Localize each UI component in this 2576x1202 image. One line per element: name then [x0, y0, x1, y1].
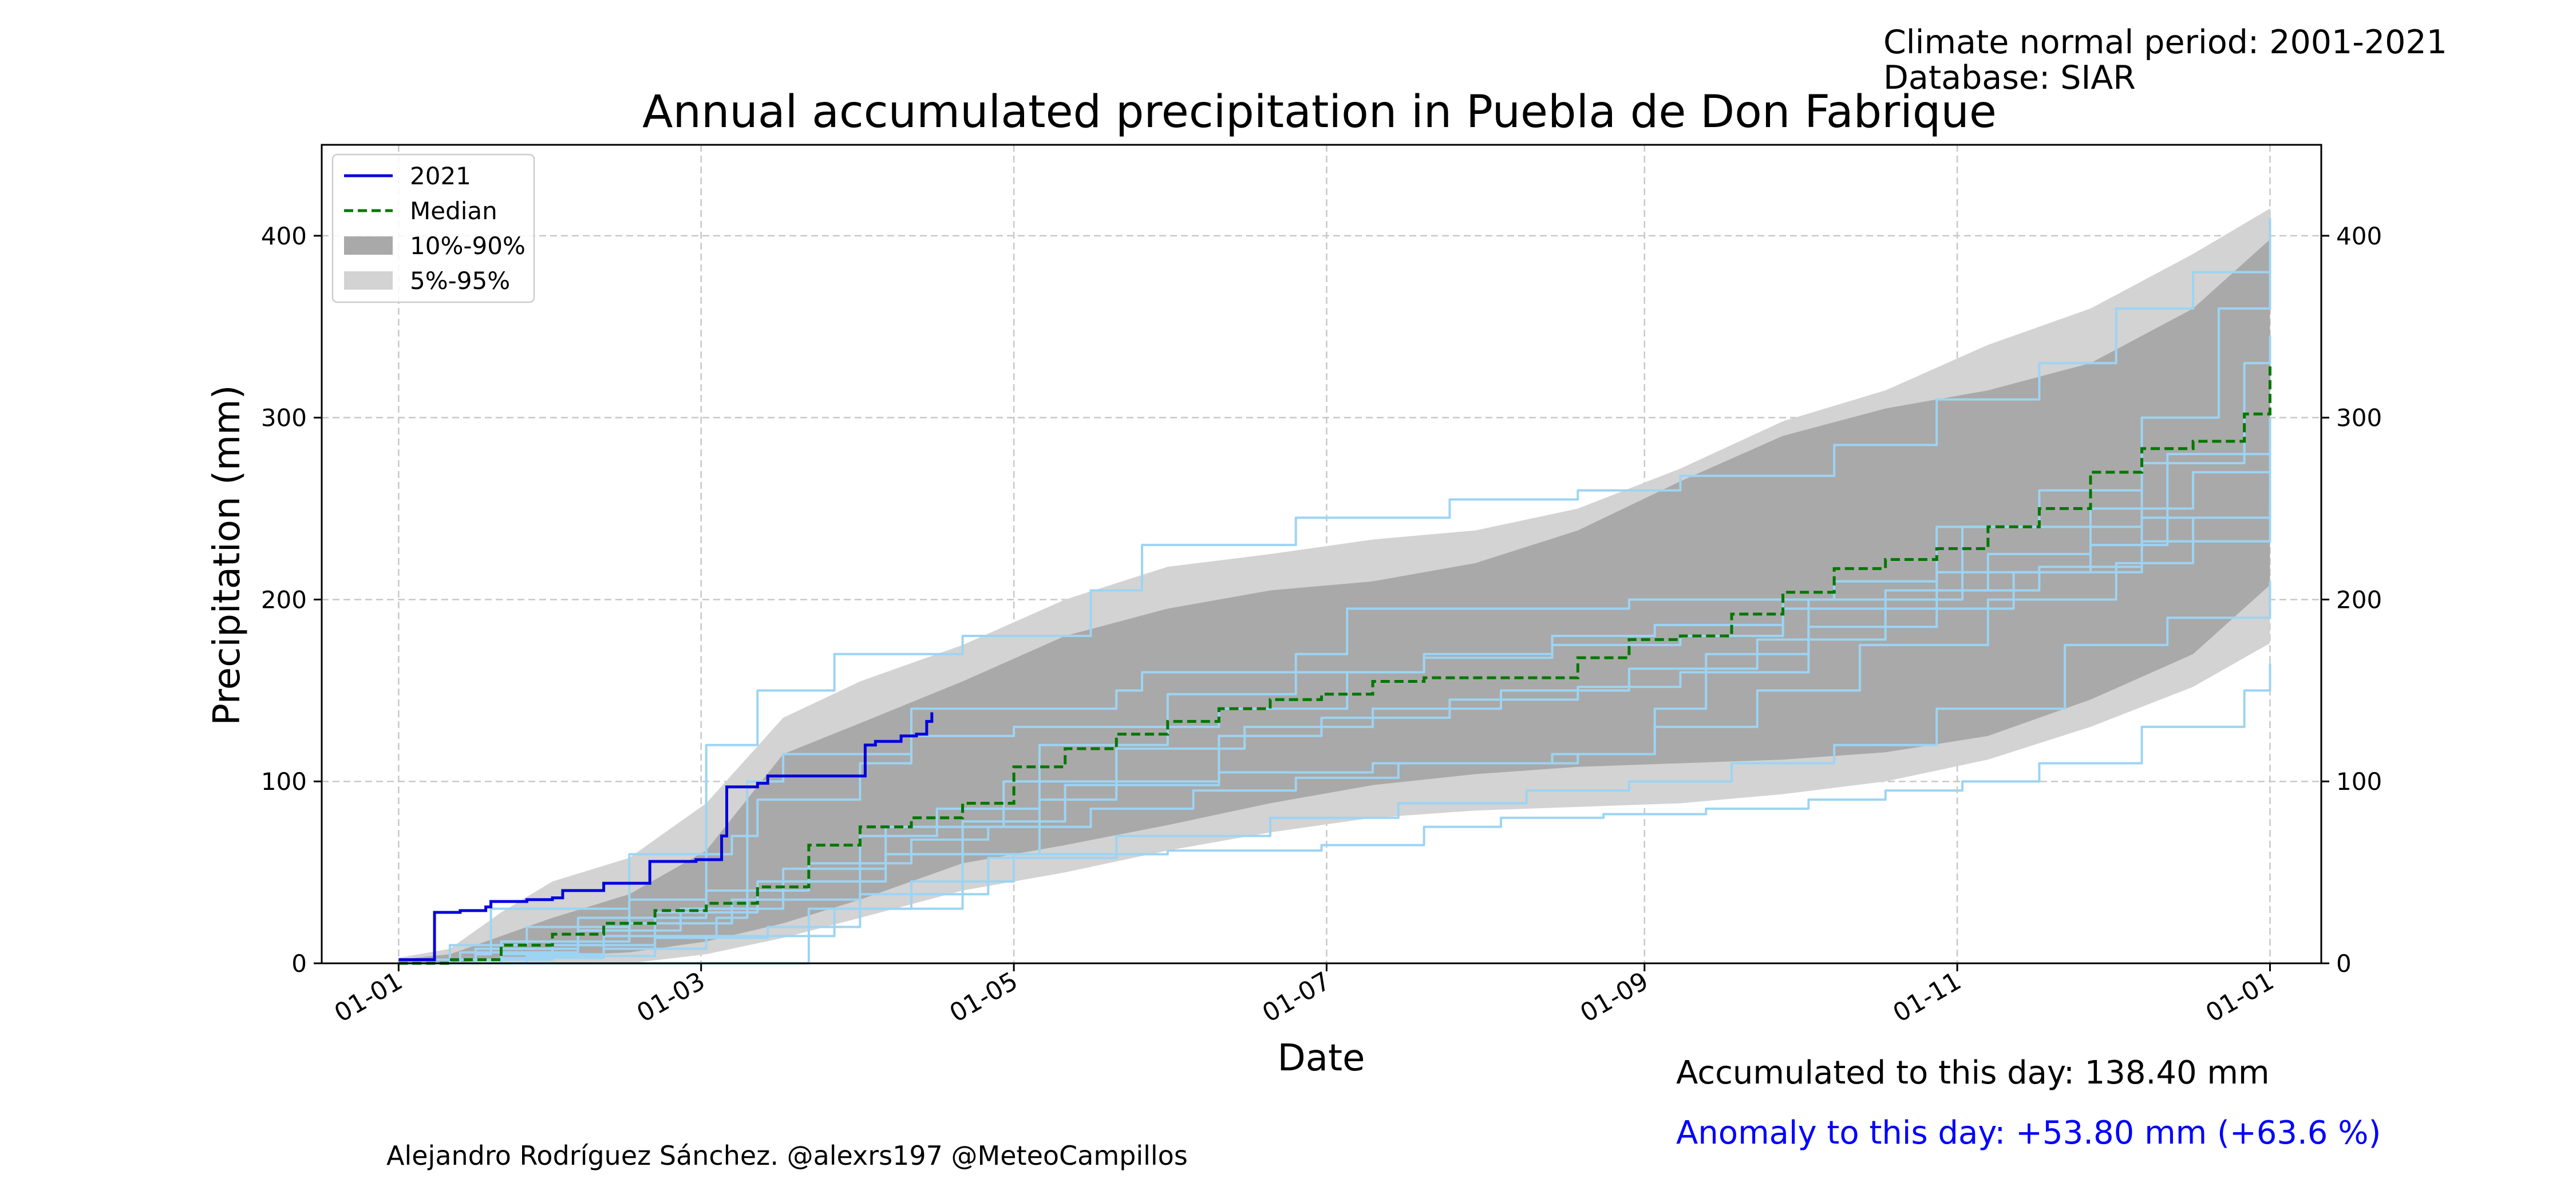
year-2021-line [398, 712, 934, 962]
legend-label: 5%-95% [410, 267, 510, 295]
past-year-line [398, 335, 2271, 964]
plot-frame [321, 144, 2322, 964]
past-year-line [398, 417, 2271, 964]
y-tick-label-left: 400 [261, 222, 307, 250]
y-tick-label-right: 100 [2336, 768, 2382, 796]
accumulated-text: Accumulated to this day: 138.40 mm [1676, 1054, 2270, 1092]
legend-swatch-band [344, 271, 393, 290]
y-tick-label-right: 300 [2336, 404, 2382, 432]
y-tick-label-left: 100 [261, 768, 307, 796]
past-year-line [398, 490, 2271, 964]
climate-period-text: Climate normal period: 2001-2021 [1883, 23, 2447, 61]
band-10-90 [398, 239, 2270, 964]
y-tick-label-right: 200 [2336, 586, 2382, 614]
past-year-line [398, 218, 2271, 964]
database-text: Database: SIAR [1883, 59, 2136, 97]
series-layer [398, 363, 2271, 965]
past-year-line [398, 581, 2271, 964]
past-year-line [398, 244, 2271, 961]
x-axis-label: Date [1278, 1037, 1365, 1080]
y-tick-label-right: 0 [2336, 950, 2352, 978]
y-axis-label: Precipitation (mm) [206, 385, 248, 726]
legend-swatch-band [344, 236, 393, 255]
past-year-line [398, 663, 2271, 964]
legend-label: 10%-90% [410, 232, 526, 260]
anomaly-text: Anomaly to this day: +53.80 mm (+63.6 %) [1676, 1114, 2381, 1152]
legend: 2021 Median 10%-90% 5%-95% [331, 153, 535, 303]
legend-label: 2021 [410, 162, 471, 190]
y-tick-label-left: 0 [291, 950, 307, 978]
past-years-layer [398, 218, 2271, 964]
y-tick-label-right: 400 [2336, 222, 2382, 250]
y-ticks: 0 0 100 100 200 200 300 300 400 400 [261, 222, 2382, 978]
y-tick-label-left: 300 [261, 404, 307, 432]
chart-title: Annual accumulated precipitation in Pueb… [642, 86, 1997, 138]
past-year-line [398, 445, 2271, 964]
author-credit: Alejandro Rodríguez Sánchez. @alexrs197 … [386, 1140, 1188, 1171]
legend-label: Median [410, 197, 497, 225]
y-tick-label-left: 200 [261, 586, 307, 614]
median-line [398, 363, 2271, 965]
legend-box [331, 153, 535, 303]
